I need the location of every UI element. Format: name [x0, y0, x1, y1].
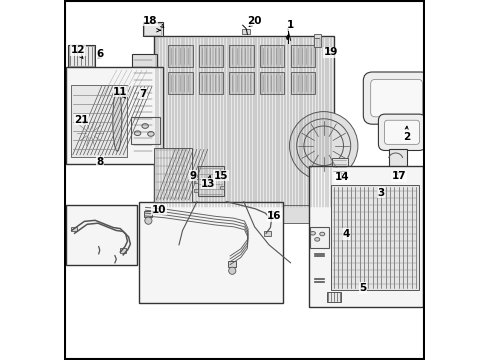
Bar	[264, 231, 271, 236]
Bar	[65, 67, 163, 164]
Circle shape	[144, 217, 152, 224]
Ellipse shape	[147, 131, 154, 136]
Bar	[260, 72, 284, 94]
Bar	[132, 54, 157, 155]
Bar	[171, 205, 308, 223]
Ellipse shape	[310, 231, 315, 235]
Bar	[194, 179, 198, 183]
Bar	[199, 72, 223, 94]
Text: 5: 5	[359, 283, 366, 293]
Bar	[260, 45, 284, 67]
Bar	[70, 115, 111, 157]
Text: 1: 1	[286, 20, 293, 30]
Bar	[68, 45, 95, 67]
Bar	[331, 158, 347, 173]
Text: 11: 11	[113, 87, 127, 97]
FancyBboxPatch shape	[378, 114, 425, 150]
Bar	[65, 205, 137, 265]
Bar	[131, 117, 159, 144]
Text: 7: 7	[139, 89, 146, 99]
Text: 16: 16	[266, 211, 281, 221]
Bar	[154, 148, 192, 202]
Bar	[309, 227, 328, 248]
Bar	[229, 45, 253, 67]
Bar	[168, 45, 192, 67]
Bar	[290, 45, 314, 67]
Bar	[144, 23, 161, 35]
Text: 10: 10	[151, 204, 166, 215]
Bar	[171, 243, 184, 252]
Text: 9: 9	[189, 171, 197, 181]
Ellipse shape	[319, 232, 324, 236]
Ellipse shape	[113, 90, 122, 151]
Circle shape	[289, 112, 357, 180]
Text: 13: 13	[201, 179, 215, 189]
Text: 6: 6	[96, 49, 103, 59]
Bar	[199, 45, 223, 67]
FancyBboxPatch shape	[384, 120, 419, 144]
Text: 4: 4	[342, 229, 349, 239]
Bar	[308, 166, 422, 307]
Bar	[103, 73, 131, 96]
Bar	[241, 29, 249, 34]
Text: 19: 19	[323, 47, 337, 57]
Bar	[387, 149, 406, 169]
Bar	[71, 85, 126, 157]
Bar	[99, 68, 136, 101]
Text: 20: 20	[246, 16, 261, 26]
Bar	[120, 248, 126, 253]
Text: 17: 17	[391, 171, 406, 181]
FancyBboxPatch shape	[370, 79, 422, 117]
Bar	[139, 202, 283, 303]
Bar	[142, 22, 163, 36]
Bar	[313, 34, 320, 47]
Text: 3: 3	[377, 188, 384, 198]
Bar	[228, 261, 236, 267]
Bar	[220, 186, 224, 189]
Bar	[71, 227, 77, 231]
Text: 18: 18	[142, 16, 157, 26]
Text: 2: 2	[403, 132, 410, 142]
Bar	[100, 122, 108, 149]
Ellipse shape	[314, 238, 319, 241]
FancyBboxPatch shape	[363, 72, 429, 124]
Circle shape	[228, 267, 235, 274]
Ellipse shape	[142, 123, 148, 129]
Bar	[197, 166, 223, 196]
Circle shape	[72, 115, 108, 151]
Bar	[101, 71, 134, 98]
Circle shape	[77, 120, 104, 147]
Circle shape	[296, 119, 350, 173]
Circle shape	[303, 126, 343, 166]
Bar	[194, 189, 198, 192]
Bar	[326, 292, 340, 302]
Text: 8: 8	[96, 157, 103, 167]
Text: 12: 12	[71, 45, 85, 55]
Circle shape	[81, 124, 99, 142]
Text: 14: 14	[334, 172, 348, 182]
Bar	[330, 185, 418, 290]
Bar	[168, 72, 192, 94]
Bar	[290, 72, 314, 94]
Ellipse shape	[134, 131, 141, 135]
Text: 15: 15	[213, 171, 228, 181]
Bar	[153, 36, 333, 209]
Text: 21: 21	[74, 114, 88, 125]
Bar	[229, 72, 253, 94]
Bar	[144, 211, 152, 217]
Bar	[69, 46, 94, 66]
